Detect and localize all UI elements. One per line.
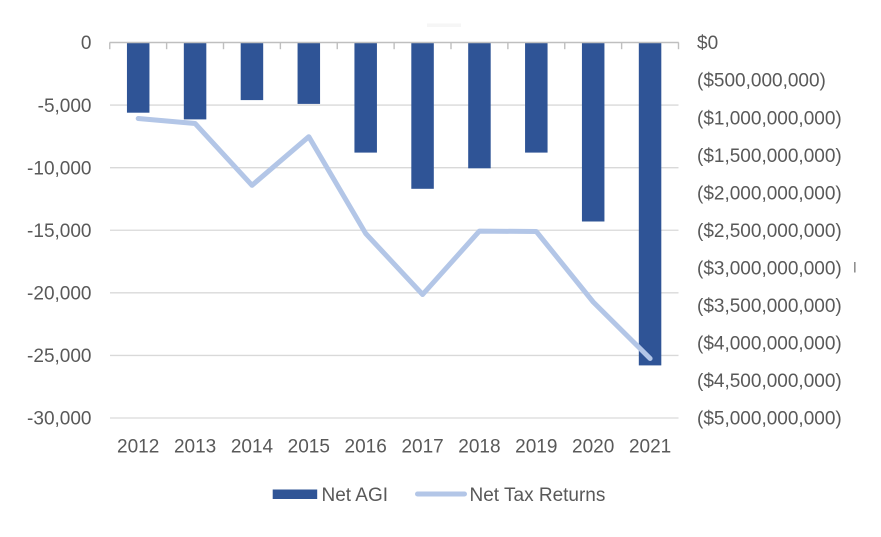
svg-text:-5,000: -5,000 (38, 96, 92, 117)
svg-text:($1,000,000,000): ($1,000,000,000) (697, 108, 842, 129)
svg-text:2021: 2021 (629, 437, 671, 458)
svg-text:-15,000: -15,000 (27, 221, 91, 242)
svg-text:($3,500,000,000): ($3,500,000,000) (697, 296, 842, 317)
svg-text:($4,500,000,000): ($4,500,000,000) (697, 371, 842, 392)
svg-text:-20,000: -20,000 (27, 284, 91, 305)
svg-text:Net AGI: Net AGI (322, 485, 389, 506)
svg-text:2012: 2012 (117, 437, 159, 458)
svg-text:$0: $0 (697, 33, 718, 54)
svg-text:2016: 2016 (345, 437, 387, 458)
svg-text:-10,000: -10,000 (27, 158, 91, 179)
svg-text:($5,000,000,000): ($5,000,000,000) (697, 409, 842, 430)
svg-text:2013: 2013 (174, 437, 216, 458)
svg-text:-30,000: -30,000 (27, 409, 91, 430)
svg-text:2017: 2017 (401, 437, 443, 458)
svg-text:0: 0 (81, 33, 92, 54)
svg-text:($2,000,000,000): ($2,000,000,000) (697, 183, 842, 204)
svg-text:2019: 2019 (515, 437, 557, 458)
svg-text:2018: 2018 (458, 437, 500, 458)
svg-text:($4,000,000,000): ($4,000,000,000) (697, 334, 842, 355)
svg-text:-25,000: -25,000 (27, 346, 91, 367)
svg-text:2020: 2020 (572, 437, 614, 458)
svg-text:($3,000,000,000): ($3,000,000,000) (697, 259, 842, 280)
svg-text:($1,500,000,000): ($1,500,000,000) (697, 146, 842, 167)
svg-text:2014: 2014 (231, 437, 274, 458)
svg-text:2015: 2015 (288, 437, 330, 458)
svg-text:($2,500,000,000): ($2,500,000,000) (697, 221, 842, 242)
svg-text:Net Tax Returns: Net Tax Returns (470, 485, 606, 506)
svg-text:($500,000,000): ($500,000,000) (697, 71, 826, 92)
